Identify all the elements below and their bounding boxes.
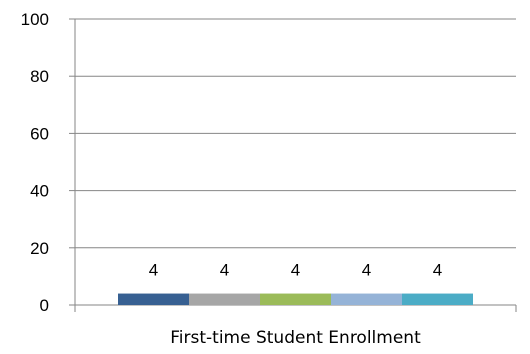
y-tick-label: 60 — [30, 124, 49, 143]
bar — [331, 293, 402, 305]
y-tick-label: 80 — [30, 67, 49, 86]
y-tick-label: 20 — [30, 239, 49, 258]
data-labels: 4 4 4 4 4 — [149, 261, 442, 280]
bar — [189, 293, 260, 305]
bar-data-label: 4 — [220, 261, 229, 280]
y-tick-label: 40 — [30, 182, 49, 201]
bar-data-label: 4 — [362, 261, 371, 280]
bar — [402, 293, 473, 305]
bar — [118, 293, 189, 305]
gridlines — [75, 18, 516, 249]
y-tick-label: 100 — [21, 10, 49, 29]
bar-data-label: 4 — [291, 261, 300, 280]
bar — [260, 293, 331, 305]
y-tick-label: 0 — [40, 296, 49, 315]
x-axis-category-label: First-time Student Enrollment — [170, 328, 421, 348]
y-axis-tick-labels: 0 20 40 60 80 100 — [21, 10, 49, 315]
bar-data-label: 4 — [149, 261, 158, 280]
bar-data-label: 4 — [433, 261, 442, 280]
bars — [118, 293, 473, 305]
